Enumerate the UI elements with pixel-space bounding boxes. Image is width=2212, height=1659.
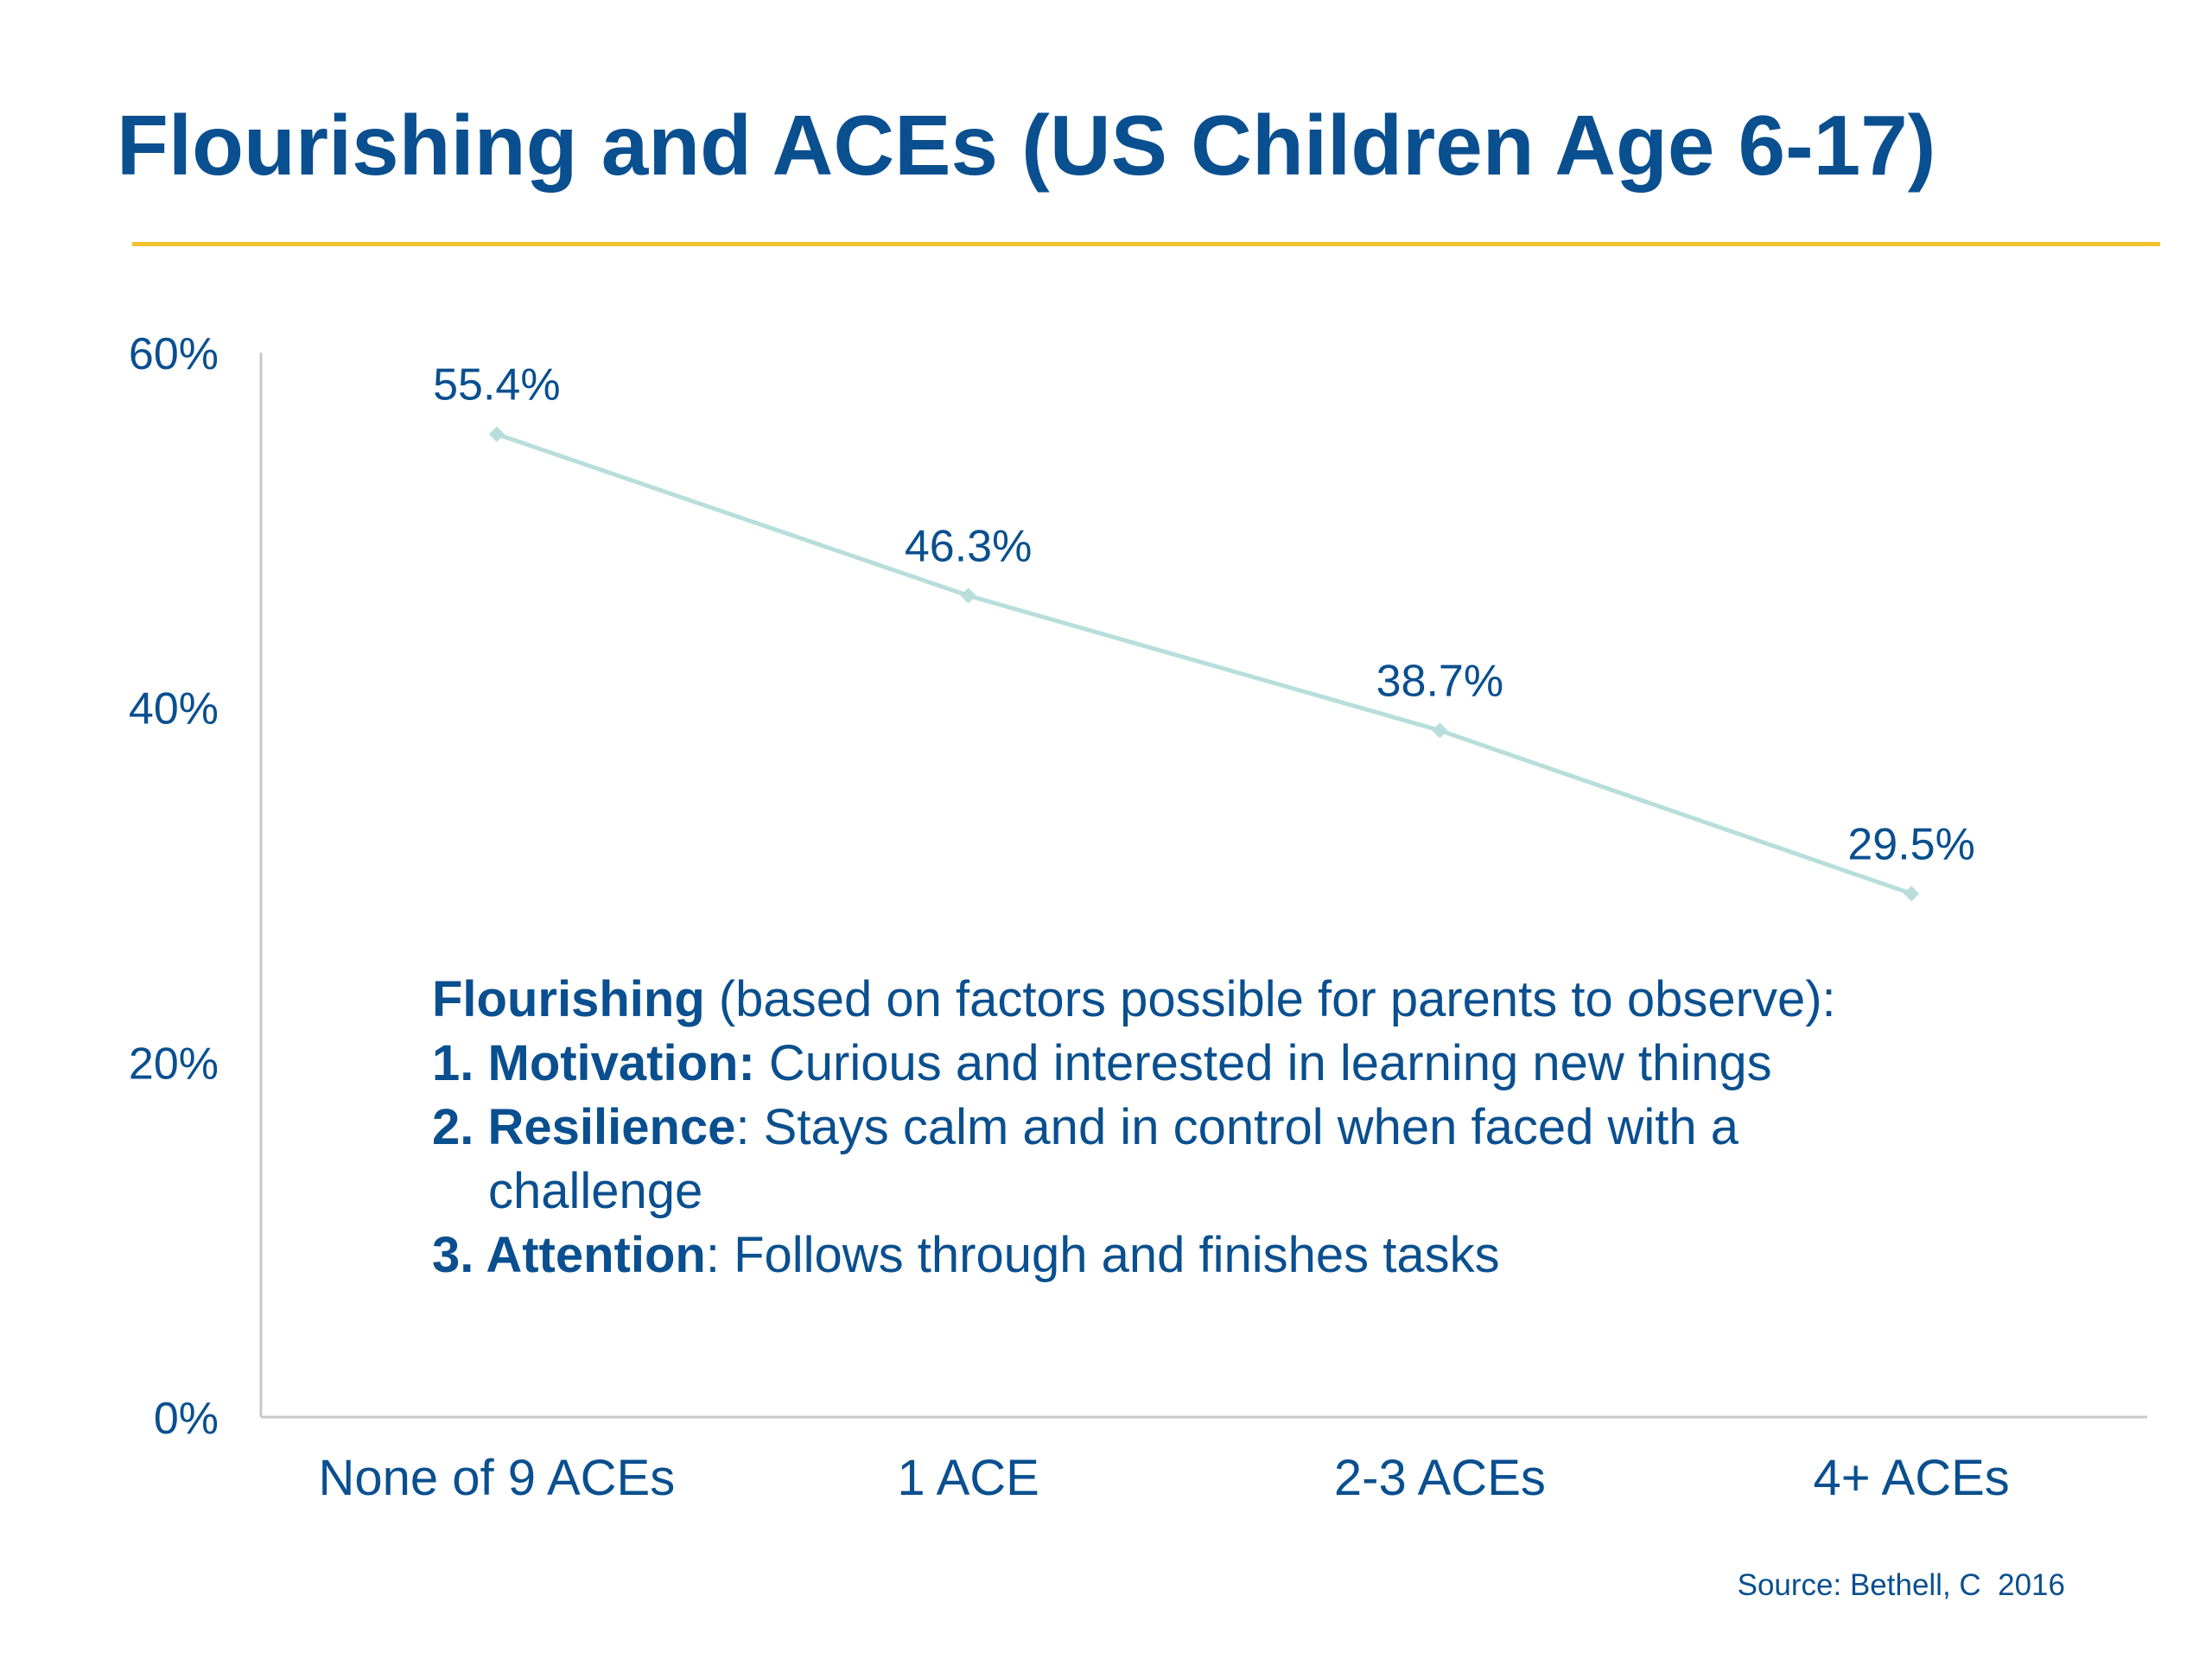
note-item-attention: 3. Attention: Follows through and finish… [432,1224,1953,1287]
note-item-number: 1. [432,1035,488,1091]
slide-title: Flourishing and ACEs (US Children Age 6-… [117,98,1936,193]
note-item-number: 2. [432,1099,488,1155]
note-item-text: : Follows through and finishes tasks [705,1227,1500,1283]
x-tick-label: 4+ ACEs [1813,1450,2009,1506]
note-item-term: Motivation: [487,1035,755,1091]
note-item-motivation: 1. Motivation: Curious and interested in… [432,1032,1953,1096]
note-item-resilience: 2. Resilience: Stays calm and in control… [432,1096,1953,1224]
source-citation: Source: Bethell, C 2016 [1737,1568,2065,1602]
data-point-marker [488,426,505,442]
y-tick-label: 0% [154,1394,219,1444]
flourishing-note: Flourishing (based on factors possible f… [432,968,1953,1287]
data-point-marker [960,588,976,604]
note-item-text: Curious and interested in learning new t… [754,1035,1772,1091]
y-tick-label: 60% [129,329,219,379]
note-intro: Flourishing (based on factors possible f… [432,968,1953,1032]
data-label: 29.5% [1847,819,1974,869]
series-flourishing: 55.4% 46.3% 38.7% 29.5% [433,359,1975,902]
y-axis: 0% 20% 40% 60% [129,329,263,1444]
note-item-number: 3. [432,1227,486,1283]
note-intro-bold: Flourishing [432,971,705,1027]
title-underline [132,242,2160,246]
series-line [496,432,1912,896]
x-tick-label: 1 ACE [897,1450,1039,1506]
x-tick-label: None of 9 ACEs [319,1450,676,1506]
data-point-marker [1432,722,1448,739]
y-tick-label: 20% [129,1039,219,1089]
y-tick-label: 40% [129,684,219,734]
note-item-text: : Stays calm and in control when faced w… [488,1099,1739,1219]
note-intro-text: (based on factors possible for parents t… [704,971,1836,1027]
data-label: 55.4% [433,359,560,410]
note-item-term: Resilience [487,1099,736,1155]
x-tick-label: 2-3 ACEs [1334,1450,1546,1506]
note-item-term: Attention [486,1227,706,1283]
data-point-marker [1904,886,1920,902]
data-label: 38.7% [1376,656,1503,706]
data-label: 46.3% [905,521,1032,571]
x-axis: None of 9 ACEs 1 ACE 2-3 ACEs 4+ ACEs [261,1415,2147,1506]
